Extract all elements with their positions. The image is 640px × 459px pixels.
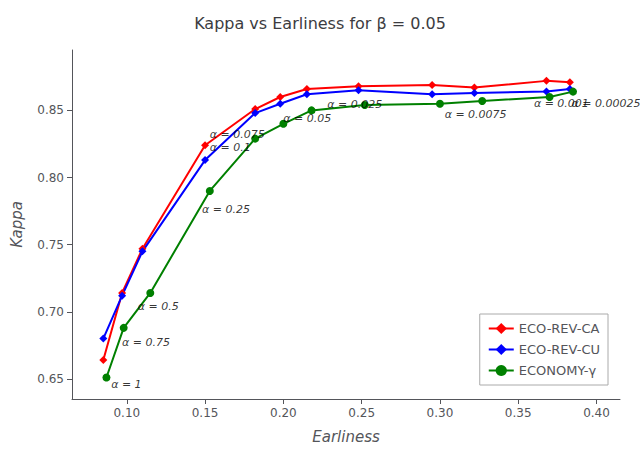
svg-text:0.40: 0.40	[583, 406, 610, 420]
svg-text:Earliness: Earliness	[312, 428, 380, 446]
svg-text:0.75: 0.75	[37, 238, 64, 252]
svg-text:0.15: 0.15	[192, 406, 219, 420]
svg-text:α = 0.075: α = 0.075	[210, 128, 265, 141]
svg-text:0.20: 0.20	[270, 406, 297, 420]
svg-text:α = 0.5: α = 0.5	[138, 300, 179, 313]
svg-text:ECO-REV-CU: ECO-REV-CU	[519, 342, 600, 357]
svg-text:Kappa vs Earliness for β = 0.0: Kappa vs Earliness for β = 0.05	[194, 14, 446, 33]
svg-text:0.10: 0.10	[113, 406, 140, 420]
svg-text:0.70: 0.70	[37, 305, 64, 319]
svg-text:0.25: 0.25	[348, 406, 375, 420]
svg-text:α = 0.05: α = 0.05	[283, 112, 331, 125]
svg-text:ECONOMY-γ: ECONOMY-γ	[519, 363, 597, 378]
svg-text:α = 0.75: α = 0.75	[122, 336, 170, 349]
svg-text:0.85: 0.85	[37, 103, 64, 117]
svg-text:α = 0.0075: α = 0.0075	[445, 108, 507, 121]
svg-text:0.80: 0.80	[37, 171, 64, 185]
svg-text:0.35: 0.35	[505, 406, 532, 420]
svg-text:α = 0.1: α = 0.1	[210, 141, 251, 154]
svg-text:ECO-REV-CA: ECO-REV-CA	[519, 321, 600, 336]
svg-text:α = 0.00025: α = 0.00025	[571, 97, 640, 110]
svg-text:α = 0.025: α = 0.025	[327, 98, 382, 111]
svg-text:α = 0.001: α = 0.001	[533, 97, 589, 111]
svg-text:α = 0.25: α = 0.25	[202, 203, 250, 216]
svg-text:0.65: 0.65	[37, 372, 64, 386]
svg-text:α = 1: α = 1	[111, 378, 141, 391]
svg-text:0.30: 0.30	[427, 406, 454, 420]
svg-text:Kappa: Kappa	[8, 201, 26, 248]
